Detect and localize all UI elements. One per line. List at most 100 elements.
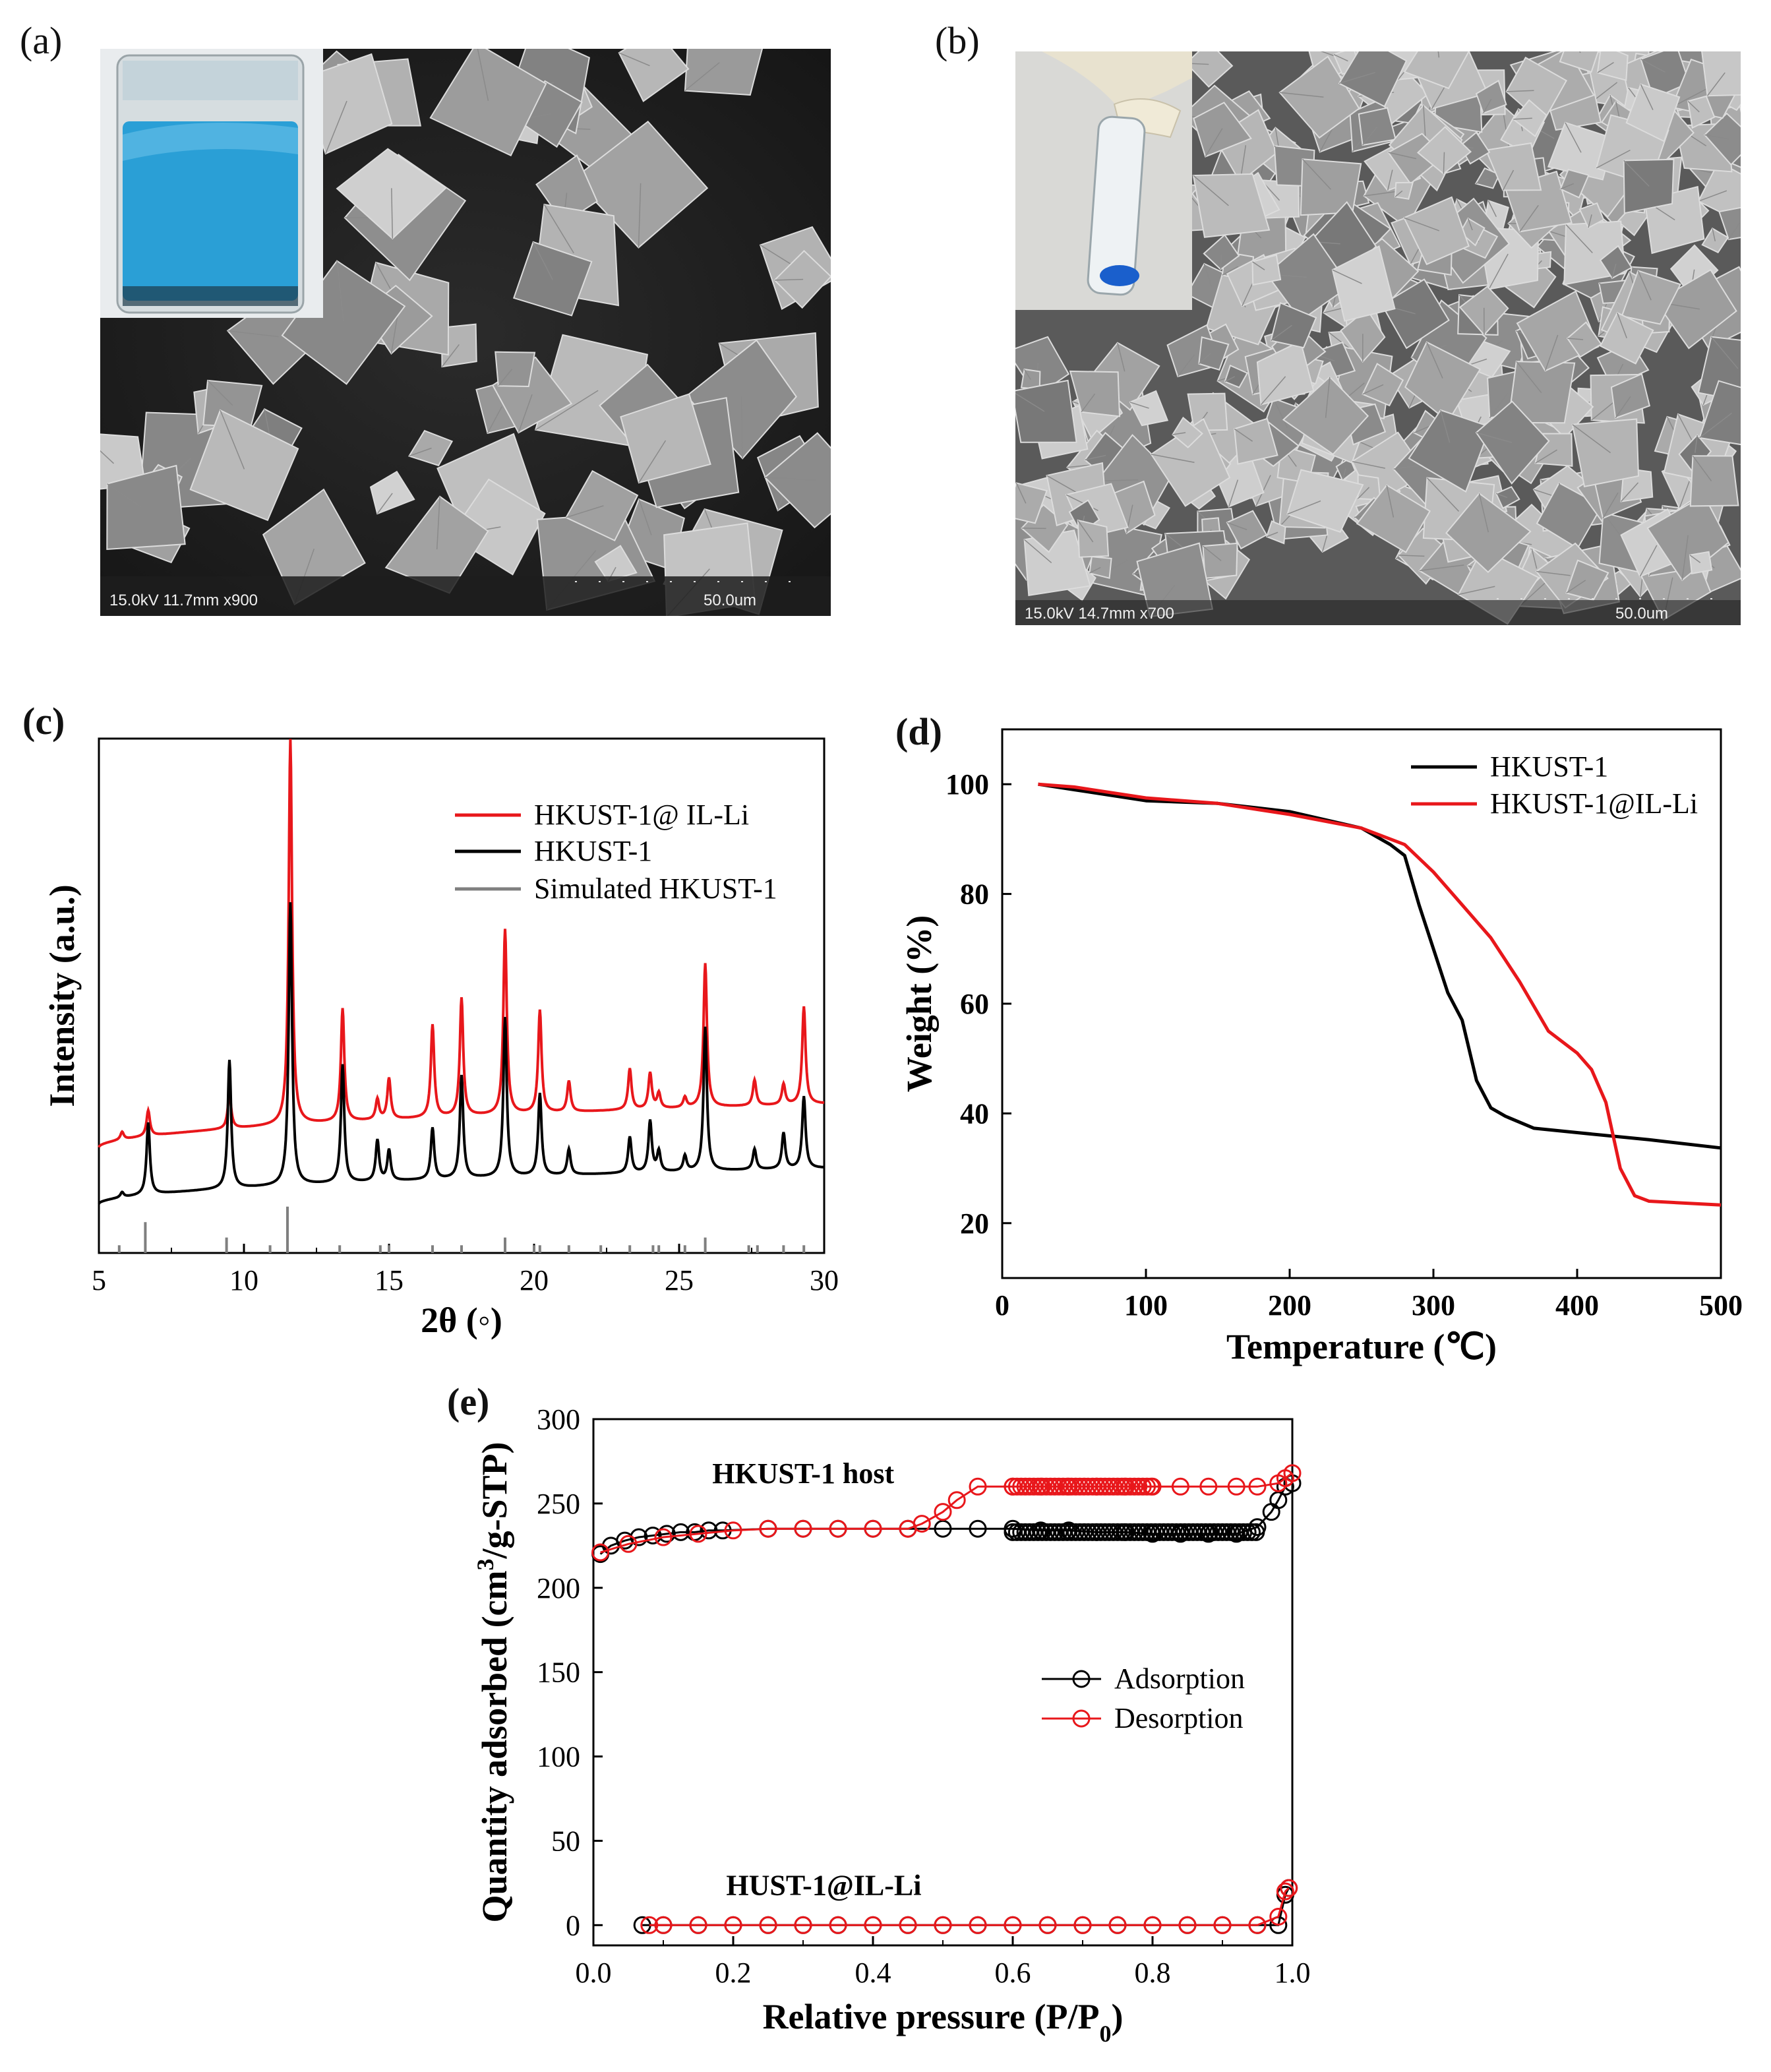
x-tick-label: 500	[1699, 1289, 1743, 1322]
sem-crystal	[620, 393, 711, 484]
y-tick-label: 20	[960, 1207, 989, 1240]
sem-crystal	[1193, 102, 1252, 158]
data-point-desorption	[864, 1916, 882, 1934]
sem-crystal-edge	[1220, 255, 1222, 270]
data-point-desorption	[619, 1535, 638, 1553]
sem-crystal	[684, 49, 764, 96]
sem-crystal-edge	[1273, 398, 1288, 428]
sem-crystal-edge	[1234, 428, 1253, 442]
x-axis-title: Relative pressure (P/P0)	[763, 1997, 1124, 2047]
sem-crystal-edge	[518, 394, 533, 433]
sem-crystal-edge	[1692, 455, 1712, 481]
y-axis-title: Intensity (a.u.)	[42, 884, 82, 1107]
sem-crystal	[1689, 551, 1713, 574]
sem-crystal-edge	[1077, 520, 1094, 543]
sem-crystal-edge	[1704, 134, 1729, 140]
sem-crystal	[1655, 268, 1737, 350]
sem-crystal-edge	[1560, 183, 1575, 190]
sem-crystal-edge	[1476, 432, 1513, 443]
sem-crystal-edge	[100, 450, 114, 464]
sem-crystal-edge	[1623, 160, 1650, 187]
sem-crystal	[369, 470, 415, 515]
sem-crystal-edge	[220, 410, 245, 470]
y-tick-label: 300	[537, 1403, 580, 1436]
sem-crystal-edge	[264, 409, 271, 439]
sem-crystal-edge	[1287, 500, 1321, 515]
sem-crystal-edge	[1621, 482, 1639, 502]
data-point-desorption	[1143, 1916, 1162, 1934]
sem-crystal-edge	[765, 477, 816, 481]
sem-crystal-edge	[1558, 483, 1570, 515]
chart-c-xrd: 5 10 15 20 25 30 2θ (◦) Intensity (a.u.) HKUST-1…	[42, 737, 839, 1340]
sem-crystal-edge	[1398, 555, 1425, 557]
x-tick-label: 25	[665, 1264, 694, 1296]
data-point-dense	[1129, 1477, 1148, 1496]
x-tick-label: 0.2	[715, 1957, 752, 1989]
inset-photo-a	[100, 49, 323, 318]
sem-crystal-edge	[1332, 269, 1362, 284]
sem-crystal-edge	[1414, 425, 1429, 434]
data-point-desorption	[829, 1916, 847, 1934]
sem-crystal	[1599, 311, 1654, 365]
sem-crystal-edge	[1046, 475, 1080, 495]
sem-crystal	[1381, 278, 1450, 350]
sem-crystal-edge	[227, 330, 279, 338]
data-point-desorption	[1269, 1908, 1288, 1926]
sem-crystal	[1356, 484, 1431, 553]
data-point-adsorption	[644, 1526, 662, 1544]
sem-crystal	[1286, 469, 1364, 533]
sem-crystal-edge	[1203, 545, 1222, 561]
sem-crystal-edge	[684, 62, 720, 92]
sem-crystal-edge	[1203, 263, 1212, 287]
sem-crystal-edge	[1266, 532, 1278, 537]
sem-crystal-edge	[543, 204, 574, 254]
sem-crystal-edge	[1426, 477, 1460, 512]
y-tick-label: 150	[537, 1657, 580, 1689]
sem-crystal-edge	[1536, 570, 1571, 576]
data-point-adsorption	[934, 1519, 952, 1538]
sem-crystal-edge	[1015, 483, 1027, 504]
sem-crystal	[1678, 434, 1712, 474]
sem-crystal	[1640, 51, 1691, 100]
sem-crystal-edge	[618, 52, 650, 67]
data-point-desorption	[1276, 1882, 1294, 1901]
sem-crystal	[1505, 56, 1568, 125]
svg-text:50.0um: 50.0um	[1615, 605, 1668, 623]
sem-crystal-edge	[1567, 338, 1584, 340]
sem-crystal	[1718, 206, 1741, 241]
sem-crystal	[1270, 301, 1317, 349]
sem-crystal-edge	[1193, 175, 1229, 206]
scale-bar-a: 50.0um	[575, 581, 812, 609]
sem-crystal-edge	[1502, 169, 1515, 191]
sem-crystal	[1565, 559, 1609, 601]
data-point-desorption	[1248, 1916, 1267, 1934]
sem-crystal-edge	[638, 499, 652, 535]
data-point-desorption	[947, 1491, 966, 1509]
y-tick-label: 40	[960, 1097, 989, 1130]
sem-crystal-edge	[1458, 586, 1495, 595]
sem-crystal-edge	[1689, 555, 1701, 563]
y-tick-label: 100	[537, 1741, 580, 1773]
data-point-desorption	[759, 1519, 777, 1538]
scale-bar-b: 50.0um	[1497, 598, 1731, 623]
series-line-desorption	[649, 1887, 1290, 1926]
y-tick-label: 60	[960, 988, 989, 1020]
legend-label: HKUST-1	[534, 835, 652, 867]
sem-crystal	[1404, 341, 1482, 423]
sem-crystal-edge	[1566, 580, 1586, 594]
data-point-desorption	[1108, 1916, 1127, 1934]
sem-crystal-edge	[1023, 369, 1031, 381]
data-point-desorption	[689, 1525, 707, 1543]
y-tick-label: 0	[566, 1909, 580, 1941]
sem-crystal	[1192, 173, 1271, 238]
sem-crystal-edge	[1565, 122, 1582, 153]
x-tick-label: 200	[1268, 1289, 1311, 1322]
sem-crystal	[1403, 196, 1470, 266]
sem-crystal-edge	[1388, 152, 1417, 160]
sem-crystal	[1495, 486, 1520, 509]
data-point-desorption	[969, 1916, 987, 1934]
sem-crystal-edge	[1572, 424, 1611, 454]
sem-crystal-edge	[1531, 548, 1538, 569]
sem-crystal-edge	[1352, 461, 1385, 469]
sem-crystal-edge	[1226, 522, 1247, 530]
